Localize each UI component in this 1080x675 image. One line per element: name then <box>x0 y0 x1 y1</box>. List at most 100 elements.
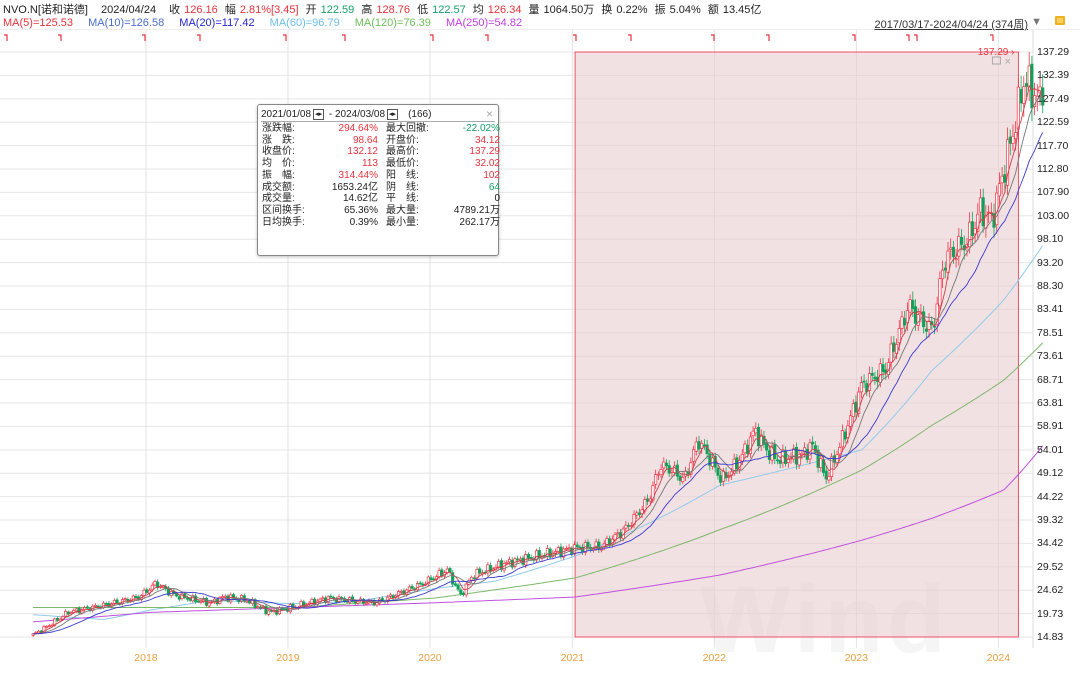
x-tick-label: 2022 <box>702 652 727 664</box>
ma60-legend: MA(60)=96.79 <box>269 17 340 29</box>
y-tick-label: 34.42 <box>1037 537 1064 550</box>
candle <box>616 532 620 535</box>
candle <box>824 470 828 480</box>
popup-count: (166) <box>408 109 432 120</box>
candle <box>941 269 945 280</box>
candle <box>221 596 225 599</box>
amount-label: 额 <box>707 4 719 16</box>
candle <box>897 327 901 344</box>
header-divider <box>0 29 1080 30</box>
date-range-selector[interactable]: 2017/03/17-2024/04/24 (374周) <box>874 19 1028 31</box>
candle <box>775 459 780 462</box>
candle <box>767 450 771 460</box>
candle <box>61 616 65 620</box>
candle <box>765 442 769 451</box>
popup-stat-value: 113 <box>362 158 378 170</box>
candle <box>605 538 609 545</box>
start-step-arrows-icon[interactable]: ◂▸ <box>313 109 325 120</box>
candle <box>470 576 474 581</box>
candle <box>995 192 999 226</box>
candle <box>426 576 430 585</box>
candle <box>895 344 899 354</box>
y-tick-label: 73.61 <box>1037 350 1064 363</box>
ma5-legend: MA(5)=125.53 <box>3 17 74 29</box>
candle <box>267 610 271 615</box>
candle <box>516 558 520 561</box>
close-icon[interactable]: × <box>485 107 493 121</box>
candle <box>813 445 817 452</box>
candle <box>754 428 758 434</box>
candle <box>938 278 942 307</box>
lock-icon[interactable] <box>1055 16 1065 25</box>
candle <box>716 467 720 476</box>
candle <box>529 557 533 559</box>
ma10-legend: MA(10)=126.58 <box>88 17 165 29</box>
candle <box>743 443 747 454</box>
candle <box>53 618 57 626</box>
candle <box>681 477 685 482</box>
amount-value: 13.45亿 <box>722 4 762 16</box>
popup-stat-label: 最大回撤: <box>386 123 429 134</box>
popup-stats: 涨跌幅: 294.64% 最大回撤: -22.02% 涨 跌: 98.64 开盘价: 34.1… <box>258 122 500 229</box>
y-tick-label: 24.62 <box>1037 584 1064 597</box>
x-tick-label: 2019 <box>276 652 300 664</box>
candle <box>797 453 801 466</box>
candle <box>207 602 211 607</box>
interval-stats-popup: 2021/01/08 ◂▸ - 2024/03/08 ◂▸ (166) × 涨跌幅:… <box>257 104 500 256</box>
triangle-down-icon[interactable]: ▼ <box>1031 16 1042 28</box>
candle <box>188 598 192 601</box>
candle <box>421 583 425 586</box>
x-tick-label: 2024 <box>986 652 1011 664</box>
candle <box>862 380 866 383</box>
candle <box>1030 63 1034 109</box>
candle <box>177 596 181 600</box>
candle <box>811 441 815 445</box>
candle <box>47 625 51 628</box>
candle <box>924 328 928 332</box>
candle <box>1022 86 1026 104</box>
popup-stat-value: 0 <box>494 193 500 205</box>
candle <box>978 197 983 213</box>
candle <box>851 403 855 417</box>
candle <box>1016 86 1020 130</box>
candle <box>472 577 476 580</box>
popup-stat-value: 64 <box>488 181 500 193</box>
candle <box>800 452 804 455</box>
candle <box>838 447 842 455</box>
ma120-legend: MA(120)=76.39 <box>354 17 431 29</box>
candle <box>199 601 203 603</box>
candle <box>846 425 850 438</box>
candle <box>854 401 858 413</box>
candle <box>859 382 863 393</box>
candle <box>556 547 560 552</box>
candle <box>161 585 165 588</box>
candle <box>892 342 896 352</box>
popup-stat-label: 成交量: <box>262 193 295 205</box>
ma-line-5 <box>33 84 1044 635</box>
quote-date: 2024/04/24 <box>101 4 157 16</box>
candle <box>378 598 382 604</box>
candle <box>867 373 872 391</box>
x-tick-label: 2018 <box>134 652 158 664</box>
popup-stat-value: 314.44% <box>338 169 378 181</box>
event-flag-icon <box>766 34 770 41</box>
candle <box>445 568 449 573</box>
candle <box>123 598 127 601</box>
candle <box>713 456 717 468</box>
y-tick-label: 63.81 <box>1037 397 1064 410</box>
candle <box>245 600 249 603</box>
candle <box>873 376 877 380</box>
y-tick-label: 49.12 <box>1037 467 1064 480</box>
popup-stat-value: -22.02% <box>462 123 500 134</box>
candle <box>870 372 874 376</box>
popup-stat-label: 最高价: <box>386 146 419 158</box>
candle <box>1005 139 1010 186</box>
y-tick-label: 19.73 <box>1037 607 1064 620</box>
popup-stat-value: 34.12 <box>474 134 500 146</box>
end-step-arrows-icon[interactable]: ◂▸ <box>387 109 399 120</box>
ma-legend: MA(5)=125.53 MA(10)=126.58 MA(20)=117.42… <box>3 17 534 29</box>
candle <box>656 473 660 476</box>
ma-line-20 <box>33 132 1044 635</box>
candle <box>840 430 844 448</box>
